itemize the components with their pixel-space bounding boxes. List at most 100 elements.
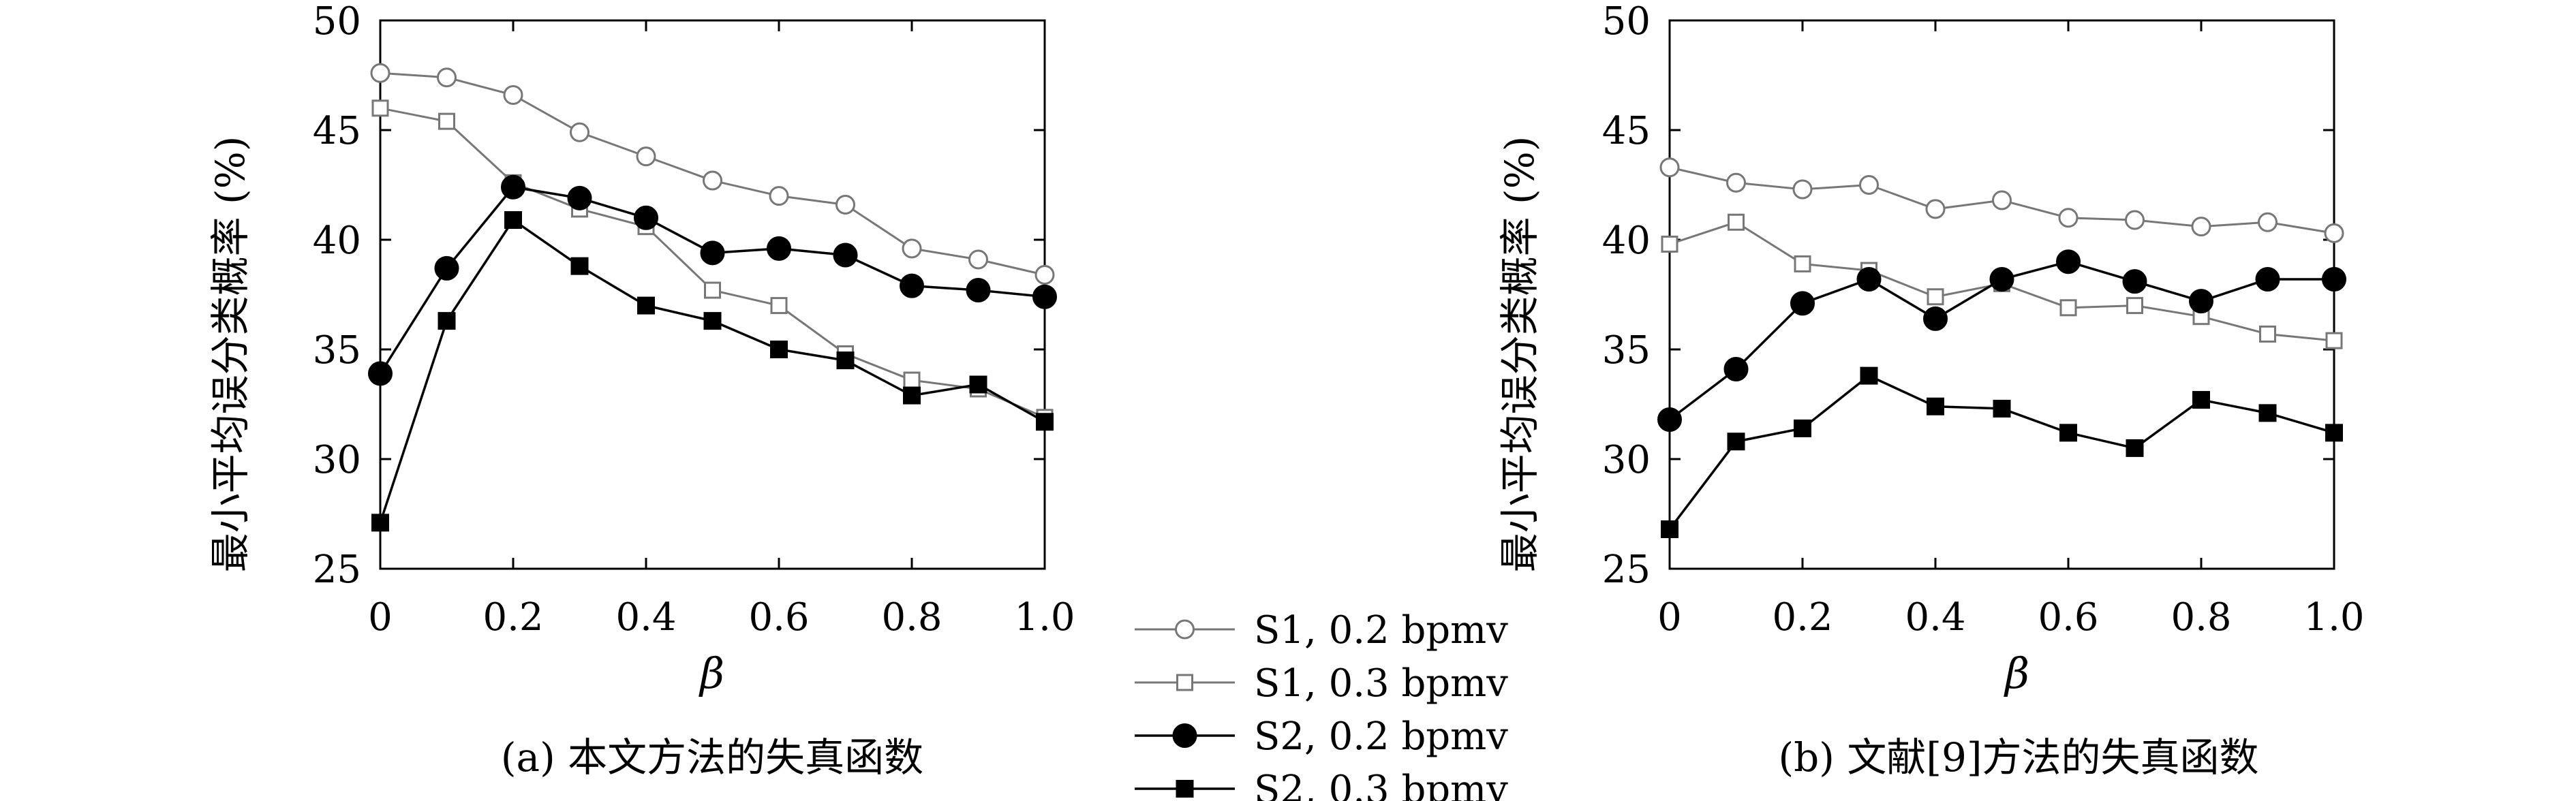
chart-a-series-4-point	[770, 341, 788, 358]
chart-a-series-4-point	[371, 514, 389, 532]
chart-b-series-1-point	[2324, 223, 2344, 243]
chart-a-series-1-point	[968, 249, 988, 270]
chart-a-series-4-point	[836, 351, 855, 370]
chart-b-series-2-point	[1927, 288, 1944, 306]
chart-a-series-3-point	[501, 174, 525, 200]
chart-b-series-3-point	[2322, 266, 2346, 292]
chart-b-series-2-point	[1661, 235, 1678, 253]
chart-a-series-3-point	[966, 278, 991, 303]
chart-a-series-1-point	[769, 186, 789, 206]
chart-b-ytick-label: 30	[1602, 438, 1651, 482]
chart-b-series-3-point	[1989, 266, 2014, 292]
legend-label-1: S1, 0.2 bpmv	[1254, 608, 1508, 653]
chart-a-series-4-point	[969, 375, 987, 394]
chart-a-series-4-line	[379, 219, 1045, 523]
chart-a-series-2-point	[371, 99, 389, 117]
chart-a-series-2-point	[438, 112, 455, 130]
legend-label-4: S2, 0.3 bpmv	[1254, 768, 1508, 801]
chart-b-series-4-point	[2126, 439, 2144, 457]
chart-b-series-2-point	[2259, 325, 2276, 343]
chart-b-series-3-point	[1790, 291, 1815, 316]
chart-b-xtick-label: 0.8	[2171, 595, 2231, 640]
chart-a-xtick-label: 0	[368, 595, 393, 640]
chart-a-xlabel: β	[699, 648, 724, 698]
chart-b-series-4-line	[1668, 374, 2335, 531]
chart-a-ytick-label: 35	[313, 328, 361, 373]
chart-b-series-1-point	[1659, 157, 1680, 178]
chart-b-series-3-point	[2122, 269, 2147, 294]
chart-b-series-4-point	[2325, 424, 2343, 442]
chart-a-series-1-point	[1034, 265, 1055, 285]
chart-b-series-1-point	[1925, 199, 1946, 219]
chart-b-series-1-point	[1992, 190, 2012, 210]
chart-a-series-3-point	[368, 361, 393, 386]
chart-a-xtick-label: 0.8	[881, 595, 942, 640]
chart-a-series-1-point	[902, 238, 922, 259]
chart-b-series-1-point	[2258, 212, 2278, 232]
chart-a-ytick-label: 40	[313, 219, 361, 263]
chart-a-series-1-point	[703, 170, 722, 191]
chart-b-series-4-point	[1927, 397, 1944, 415]
chart-a-xtick-label: 1.0	[1014, 595, 1075, 640]
chart-a-ytick-label: 25	[313, 548, 361, 592]
chart-a-series-1-point	[437, 67, 457, 88]
chart-b-ytick-label: 25	[1602, 548, 1651, 592]
chart-b-series-4-point	[1993, 399, 2011, 418]
chart-a-series-1-point	[636, 146, 656, 167]
chart-a-xtick-label: 0.6	[748, 595, 809, 640]
chart-b-series-2-point	[1728, 213, 1745, 231]
chart-a-series-3-point	[434, 255, 459, 281]
chart-a-ytick-label: 45	[313, 109, 361, 153]
chart-b-series-3-point	[1856, 266, 1882, 292]
chart-a-series-1-point	[835, 194, 855, 215]
chart-a-series-4-point	[637, 296, 655, 315]
legend-label-3: S2, 0.2 bpmv	[1254, 714, 1508, 759]
chart-b-series-3-point	[1723, 356, 1749, 381]
chart-b-series-4-point	[2192, 391, 2210, 409]
chart-b: (b) 文献[9]方法的失真函数 β 最小平均误分类概率 (%) 25 30 35 4…	[1497, 0, 2365, 781]
chart-b-series-1-point	[2058, 208, 2079, 228]
chart-b-series-3-point	[1657, 407, 1682, 433]
chart-b-series-4-point	[1727, 433, 1745, 451]
chart-a-series-3-point	[833, 242, 858, 268]
chart-a-series-3-point	[900, 273, 924, 298]
chart-a-ytick-label: 30	[313, 438, 361, 482]
chart-a-series-3-point	[767, 236, 791, 261]
chart-a-series-4-point	[903, 386, 921, 405]
chart-b-series-1-point	[1726, 172, 1746, 193]
chart-a-series-3-point	[634, 205, 658, 230]
chart-a-series-4-point	[570, 257, 589, 275]
chart-b-plot-frame	[1668, 19, 2335, 570]
chart-b-series-3-point	[2189, 289, 2213, 314]
chart-b-series-3-point	[2056, 249, 2081, 274]
legend-label-2: S1, 0.3 bpmv	[1254, 661, 1508, 706]
chart-b-xlabel: β	[2004, 648, 2029, 698]
chart-b-series-4-point	[1794, 419, 1811, 437]
chart-a-series-4-point	[1036, 413, 1054, 431]
chart-a-series-3-point	[700, 240, 725, 266]
chart-b-xtick-label: 0	[1657, 595, 1682, 640]
chart-b-ytick-label: 35	[1602, 328, 1651, 373]
chart-b-ytick-label: 45	[1602, 109, 1651, 153]
chart-a-caption: (a) 本文方法的失真函数	[501, 734, 923, 781]
legend: S1, 0.2 bpmv S1, 0.3 bpmv S2, 0.2 bpmv S2, …	[1135, 608, 1508, 801]
chart-a-series-4-point	[703, 312, 722, 330]
chart-b-series-1-point	[2191, 217, 2211, 237]
chart-b-series-1-point	[1792, 179, 1813, 200]
legend-marker-2	[1176, 674, 1193, 691]
chart-a-series-4-point	[504, 211, 522, 230]
chart-b-series-2-point	[2126, 297, 2143, 315]
legend-marker-3	[1172, 723, 1197, 748]
chart-b-xtick-label: 0.4	[1905, 595, 1965, 640]
chart-a: (a) 本文方法的失真函数 β 最小平均误分类概率 (%) 25 30 35 40 45…	[207, 0, 1075, 781]
chart-b-series-4-point	[2258, 404, 2277, 422]
chart-b-xtick-label: 0.2	[1772, 595, 1833, 640]
chart-b-series-3-point	[1923, 306, 1948, 331]
chart-a-series-2-point	[704, 281, 721, 299]
chart-b-caption: (b) 文献[9]方法的失真函数	[1779, 734, 2259, 781]
chart-a-series-2-point	[770, 297, 788, 315]
chart-b-ytick-label: 50	[1602, 0, 1651, 44]
chart-b-xtick-label: 1.0	[2303, 595, 2364, 640]
chart-b-series-4-point	[1860, 366, 1878, 385]
